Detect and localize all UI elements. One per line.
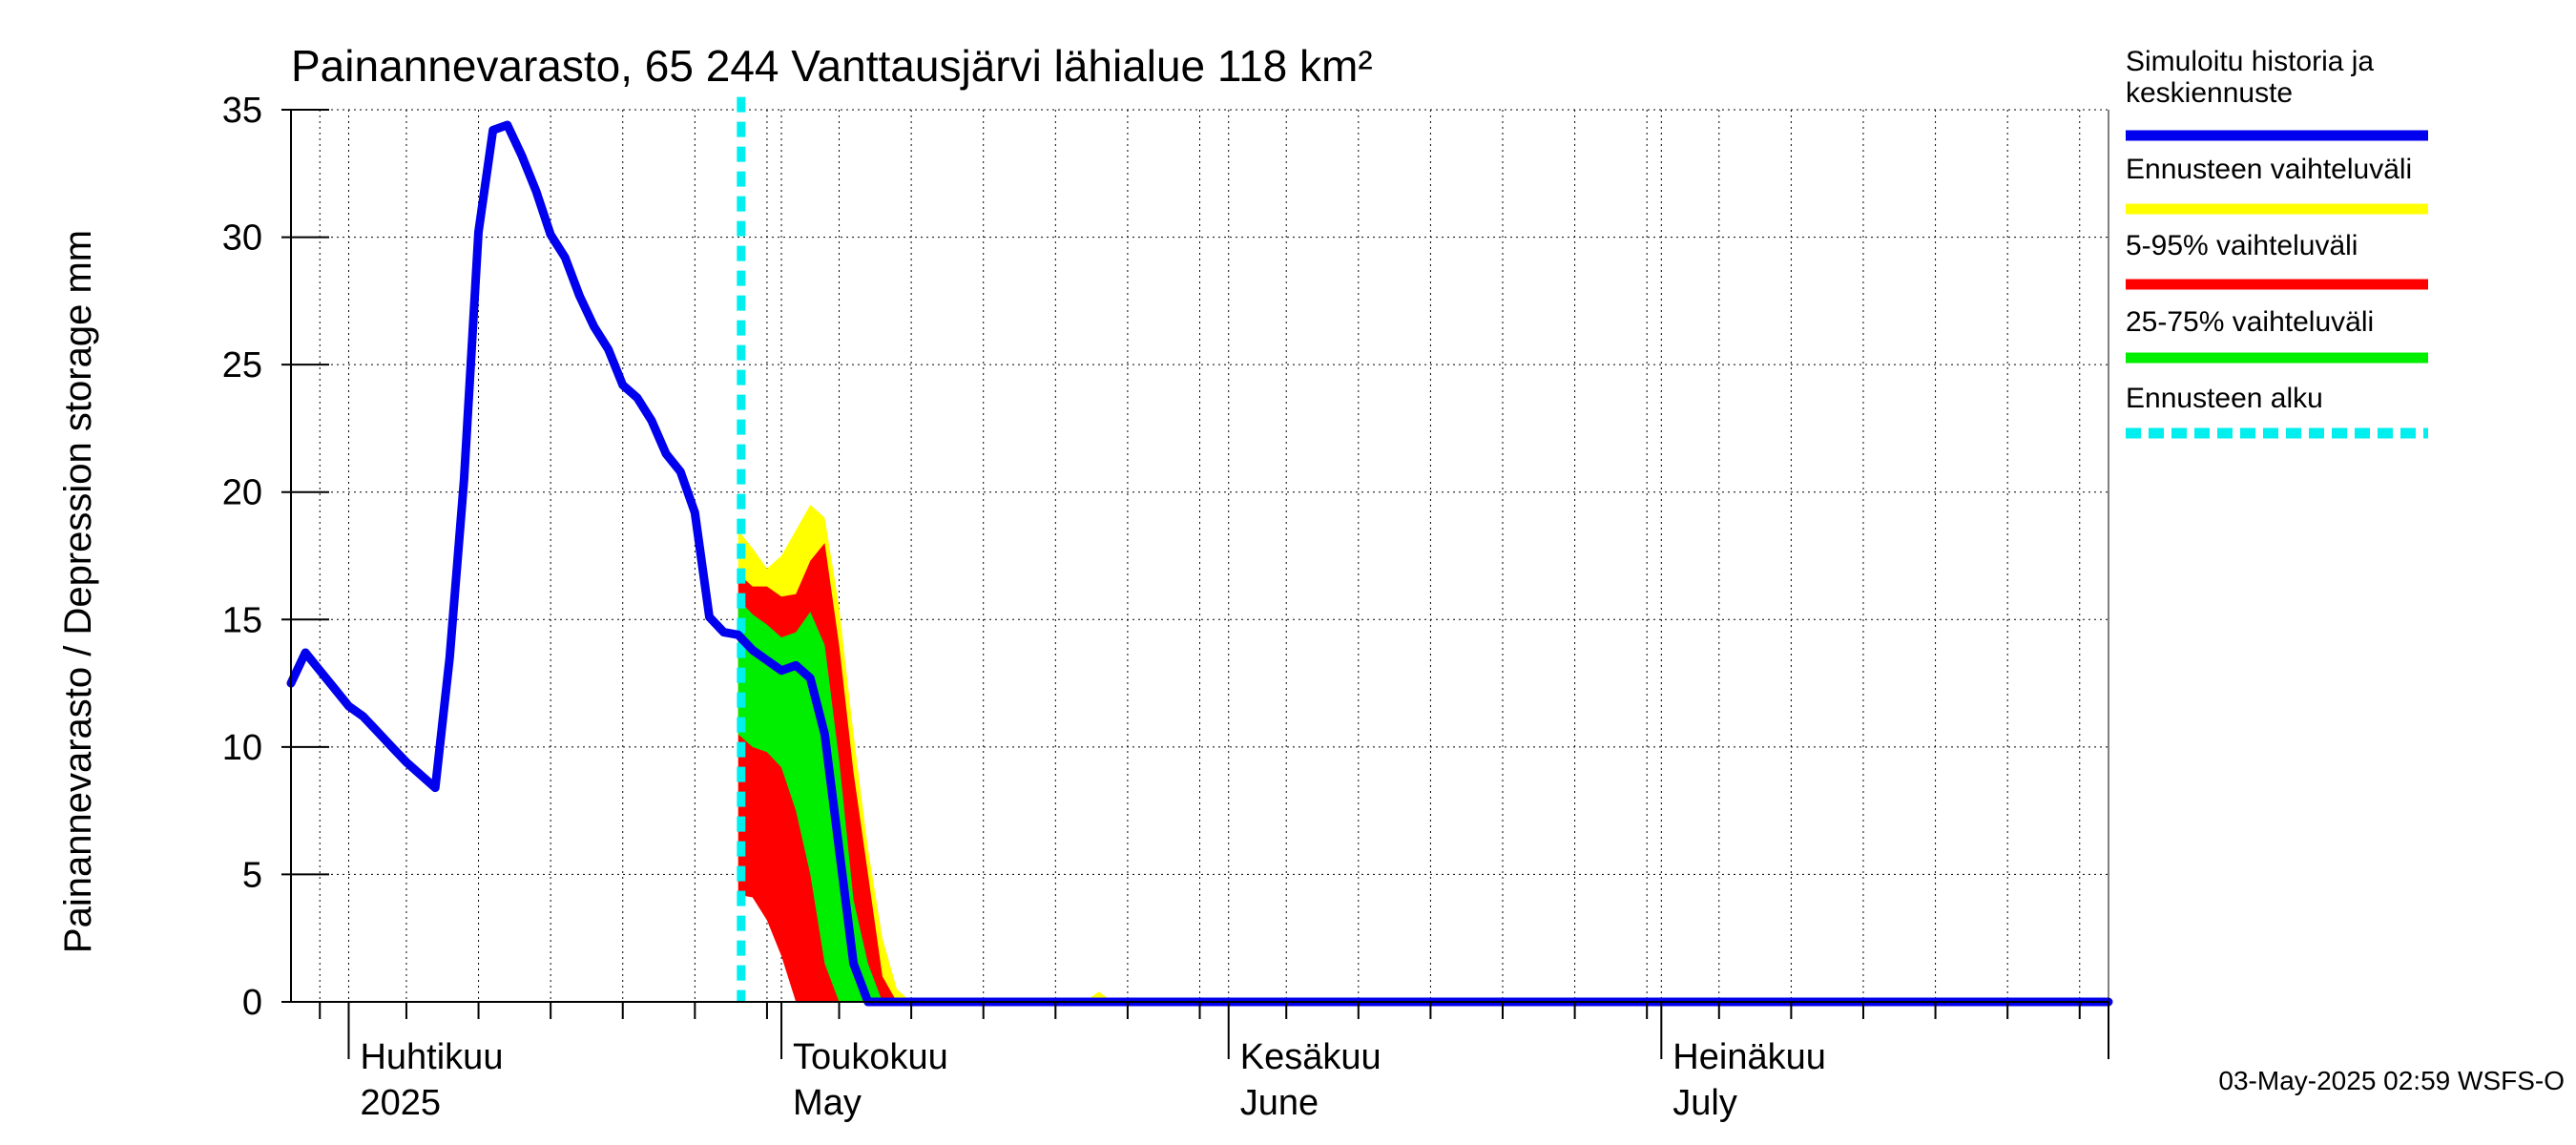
x-month-sublabel: June [1240,1083,1319,1123]
series-line-mean [286,120,2113,1007]
x-month-label: Huhtikuu [360,1037,503,1077]
x-axis-ticks: Huhtikuu 2025 Toukokuu May Kesäkuu June Heinäk… [319,1002,2109,1123]
x-month-sublabel: May [793,1083,862,1123]
y-axis-ticks: 0 5 10 15 20 25 30 35 [222,91,329,1023]
chart-title: Painannevarasto, 65 244 Vanttausjärvi lä… [291,41,1373,91]
legend-label: Ennusteen alku [2126,383,2323,414]
legend-label: 5-95% vaihteluväli [2126,230,2358,261]
grid [291,109,2109,1003]
y-tick-label: 5 [242,855,262,895]
y-tick-label: 10 [222,728,262,768]
axes [290,110,2109,1003]
legend-label: 25-75% vaihteluväli [2126,306,2374,338]
legend-label: Ennusteen vaihteluväli [2126,154,2412,185]
x-month-sublabel: July [1672,1083,1737,1123]
x-month-sublabel: 2025 [360,1083,441,1123]
x-month-label: Kesäkuu [1240,1037,1381,1077]
series-lines [286,120,2113,1007]
x-month-label: Toukokuu [793,1037,948,1077]
x-month-label: Heinäkuu [1672,1037,1826,1077]
y-tick-label: 35 [222,91,262,131]
forecast-bands [737,505,1113,1002]
y-axis-label: Painannevarasto / Depression storage mm [57,230,99,953]
y-tick-label: 25 [222,345,262,385]
y-tick-label: 20 [222,473,262,513]
y-tick-label: 15 [222,600,262,640]
legend-label: keskiennuste [2126,77,2293,109]
y-tick-label: 30 [222,219,262,259]
timestamp: 03-May-2025 02:59 WSFS-O [2218,1066,2565,1095]
y-tick-label: 0 [242,983,262,1023]
legend-label: Simuloitu historia ja [2126,46,2374,77]
